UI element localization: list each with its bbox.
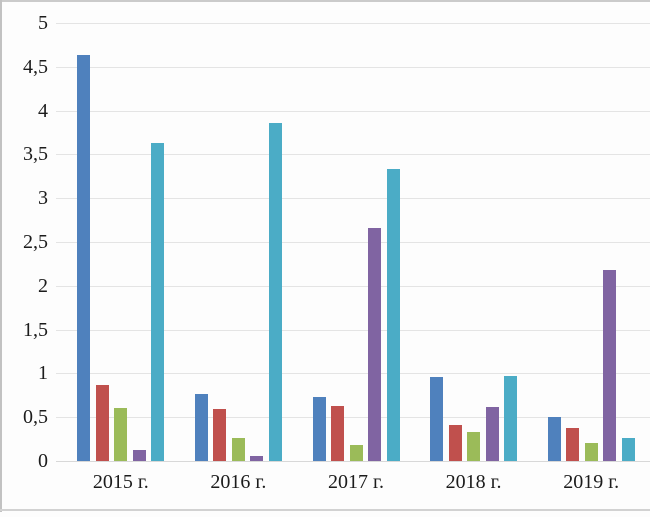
gridline xyxy=(56,154,650,156)
bar-cyan-2017 xyxy=(386,169,400,461)
bar-blue-2016 xyxy=(194,393,208,461)
bar-green-2016 xyxy=(231,438,245,461)
scan-edge-top xyxy=(0,0,650,2)
gridline xyxy=(56,23,650,24)
bar-purple-2017 xyxy=(368,227,381,461)
gridline xyxy=(56,417,650,419)
bar-blue-2018 xyxy=(430,376,444,461)
bar-blue-2019 xyxy=(547,417,561,461)
bar-red-2018 xyxy=(448,425,462,461)
bar-purple-2016 xyxy=(250,455,264,461)
gridline xyxy=(56,66,650,68)
bar-cyan-2019 xyxy=(621,438,635,461)
y-tick-label: 4 xyxy=(38,99,48,122)
bar-purple-2019 xyxy=(603,270,617,461)
gridline xyxy=(56,373,650,375)
y-tick-label: 1 xyxy=(38,362,48,385)
y-tick-label: 3 xyxy=(38,187,48,210)
y-tick-label: 2,5 xyxy=(23,231,48,253)
x-axis-label: 2018 г. xyxy=(445,471,502,493)
scan-edge-left xyxy=(0,0,2,512)
bar-red-2016 xyxy=(213,409,227,461)
x-axis-label: 2015 г. xyxy=(92,471,149,493)
y-tick-label: 2 xyxy=(38,274,48,297)
y-tick-label: 0,5 xyxy=(23,406,48,429)
y-tick-label: 1,5 xyxy=(23,318,48,341)
y-tick-label: 3,5 xyxy=(23,143,48,166)
gridline xyxy=(56,110,650,112)
bar-cyan-2018 xyxy=(504,376,518,461)
bar-cyan-2015 xyxy=(151,143,165,461)
scan-edge-bottom xyxy=(0,509,650,511)
bar-blue-2017 xyxy=(312,397,326,461)
x-axis-label: 2017 г. xyxy=(328,471,384,493)
gridline xyxy=(56,285,650,287)
bar-green-2018 xyxy=(467,432,481,461)
bar-red-2019 xyxy=(566,427,580,461)
bar-green-2019 xyxy=(584,442,598,461)
bar-purple-2015 xyxy=(132,449,146,461)
bar-green-2017 xyxy=(349,445,363,461)
bar-purple-2018 xyxy=(485,406,499,461)
x-axis-label: 2019 г. xyxy=(563,471,620,493)
y-tick-label: 4,5 xyxy=(23,55,48,78)
y-tick-label: 0 xyxy=(38,450,48,472)
x-axis-label: 2016 г. xyxy=(210,471,267,493)
y-tick-label: 5 xyxy=(38,12,48,34)
bar-cyan-2016 xyxy=(268,122,282,461)
gridline xyxy=(56,242,650,243)
bar-red-2017 xyxy=(331,405,344,461)
bar-red-2015 xyxy=(95,384,109,461)
gridline xyxy=(56,329,650,331)
bar-blue-2015 xyxy=(77,55,91,461)
x-axis-line xyxy=(56,461,650,462)
bar-green-2015 xyxy=(114,407,128,461)
gridline xyxy=(56,198,650,200)
